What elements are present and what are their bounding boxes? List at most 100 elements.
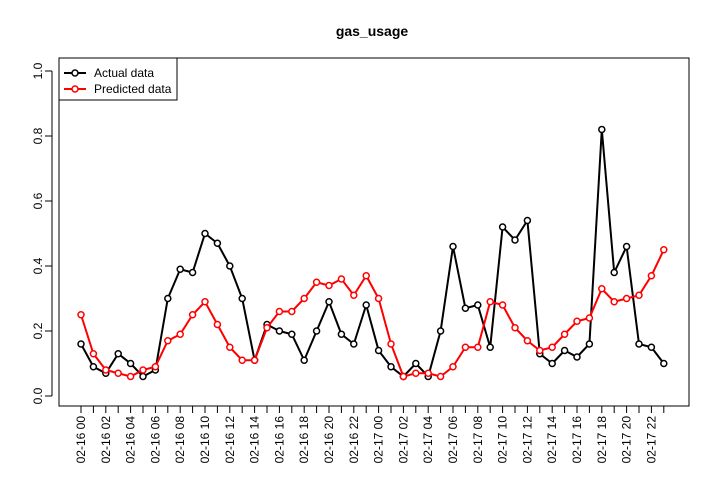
data-point xyxy=(288,307,296,316)
data-point xyxy=(238,294,246,303)
data-point xyxy=(275,307,284,316)
y-tick-label: 1.0 xyxy=(31,62,45,79)
x-tick-label: 02-17 06 xyxy=(446,416,460,464)
x-axis: 02-16 00 02-16 02 02-16 04 02-16 06 02-16 08… xyxy=(74,405,665,464)
x-tick-label: 02-17 04 xyxy=(421,416,435,464)
data-point xyxy=(300,356,308,364)
data-point xyxy=(126,372,135,381)
data-point xyxy=(114,350,122,358)
data-point xyxy=(362,301,370,309)
data-point xyxy=(660,359,668,368)
data-point xyxy=(139,372,147,381)
data-point xyxy=(312,278,321,286)
data-point xyxy=(573,317,581,325)
x-tick-label: 02-17 18 xyxy=(595,416,609,464)
data-point xyxy=(337,275,346,283)
data-point xyxy=(548,359,556,368)
y-tick-label: 0.2 xyxy=(31,322,45,339)
data-point xyxy=(263,324,271,332)
data-point xyxy=(449,363,457,371)
data-point xyxy=(548,343,556,351)
data-point xyxy=(622,294,631,303)
data-point xyxy=(238,356,246,364)
data-point xyxy=(164,294,172,303)
data-point xyxy=(350,291,358,299)
data-point xyxy=(213,239,222,247)
data-point xyxy=(461,304,470,312)
data-point xyxy=(300,294,308,303)
y-tick-label: 0.6 xyxy=(31,192,45,209)
plot-frame xyxy=(58,57,690,407)
data-point xyxy=(176,330,184,338)
data-point xyxy=(387,363,395,371)
data-point xyxy=(114,369,122,377)
data-point xyxy=(164,337,172,345)
data-point xyxy=(635,291,643,299)
legend-marker xyxy=(71,85,79,93)
x-tick-label: 02-16 22 xyxy=(347,416,361,464)
data-point xyxy=(387,340,395,348)
data-point xyxy=(511,324,519,332)
data-point xyxy=(250,356,259,364)
legend-box xyxy=(58,57,178,101)
x-tick-label: 02-16 12 xyxy=(223,416,237,464)
chart-title: gas_usage xyxy=(336,23,409,39)
data-point xyxy=(176,265,184,273)
data-point xyxy=(288,330,296,338)
data-point xyxy=(498,301,507,309)
x-tick-label: 02-17 16 xyxy=(570,416,584,464)
data-point xyxy=(511,236,519,244)
data-point xyxy=(188,268,197,277)
x-tick-label: 02-17 14 xyxy=(545,416,559,464)
x-tick-label: 02-16 10 xyxy=(198,416,212,464)
data-point xyxy=(436,372,445,381)
data-point xyxy=(523,216,532,225)
data-point xyxy=(523,337,532,345)
data-point xyxy=(573,353,581,361)
data-point xyxy=(598,285,606,293)
x-tick-label: 02-17 08 xyxy=(471,416,485,464)
data-point xyxy=(350,340,358,348)
data-point xyxy=(598,125,606,134)
data-point xyxy=(660,246,668,254)
data-point xyxy=(325,281,333,290)
data-point xyxy=(560,330,569,338)
x-tick-label: 02-16 06 xyxy=(148,416,162,464)
data-point xyxy=(486,343,494,351)
y-tick-label: 0.0 xyxy=(31,387,45,404)
data-point xyxy=(188,311,197,319)
data-point xyxy=(412,359,420,368)
data-point xyxy=(610,268,618,277)
x-tick-label: 02-16 00 xyxy=(74,416,88,464)
y-tick-label: 0.8 xyxy=(31,127,45,144)
x-tick-label: 02-17 20 xyxy=(620,416,634,464)
data-point xyxy=(77,340,85,348)
data-point xyxy=(89,350,98,358)
data-point xyxy=(498,223,507,231)
data-point xyxy=(226,343,234,351)
data-point xyxy=(201,229,209,238)
x-tick-label: 02-16 18 xyxy=(297,416,311,464)
data-point xyxy=(226,262,234,270)
data-point xyxy=(585,340,594,348)
data-point xyxy=(362,272,370,280)
data-point xyxy=(585,314,594,322)
data-point xyxy=(474,301,482,309)
data-point xyxy=(436,327,445,335)
data-point xyxy=(461,343,470,351)
data-point xyxy=(139,366,147,374)
legend: Actual data Predicted data xyxy=(58,57,178,101)
legend-marker xyxy=(71,69,79,77)
series-1 xyxy=(77,246,668,381)
data-point xyxy=(151,363,160,371)
x-tick-label: 02-16 20 xyxy=(322,416,336,464)
data-point xyxy=(610,298,618,306)
data-point xyxy=(486,298,494,306)
data-point xyxy=(275,327,284,335)
legend-label: Predicted data xyxy=(94,82,172,96)
x-tick-label: 02-16 08 xyxy=(173,416,187,464)
data-point xyxy=(325,298,333,306)
x-tick-label: 02-16 04 xyxy=(124,416,138,464)
data-point xyxy=(312,327,321,335)
